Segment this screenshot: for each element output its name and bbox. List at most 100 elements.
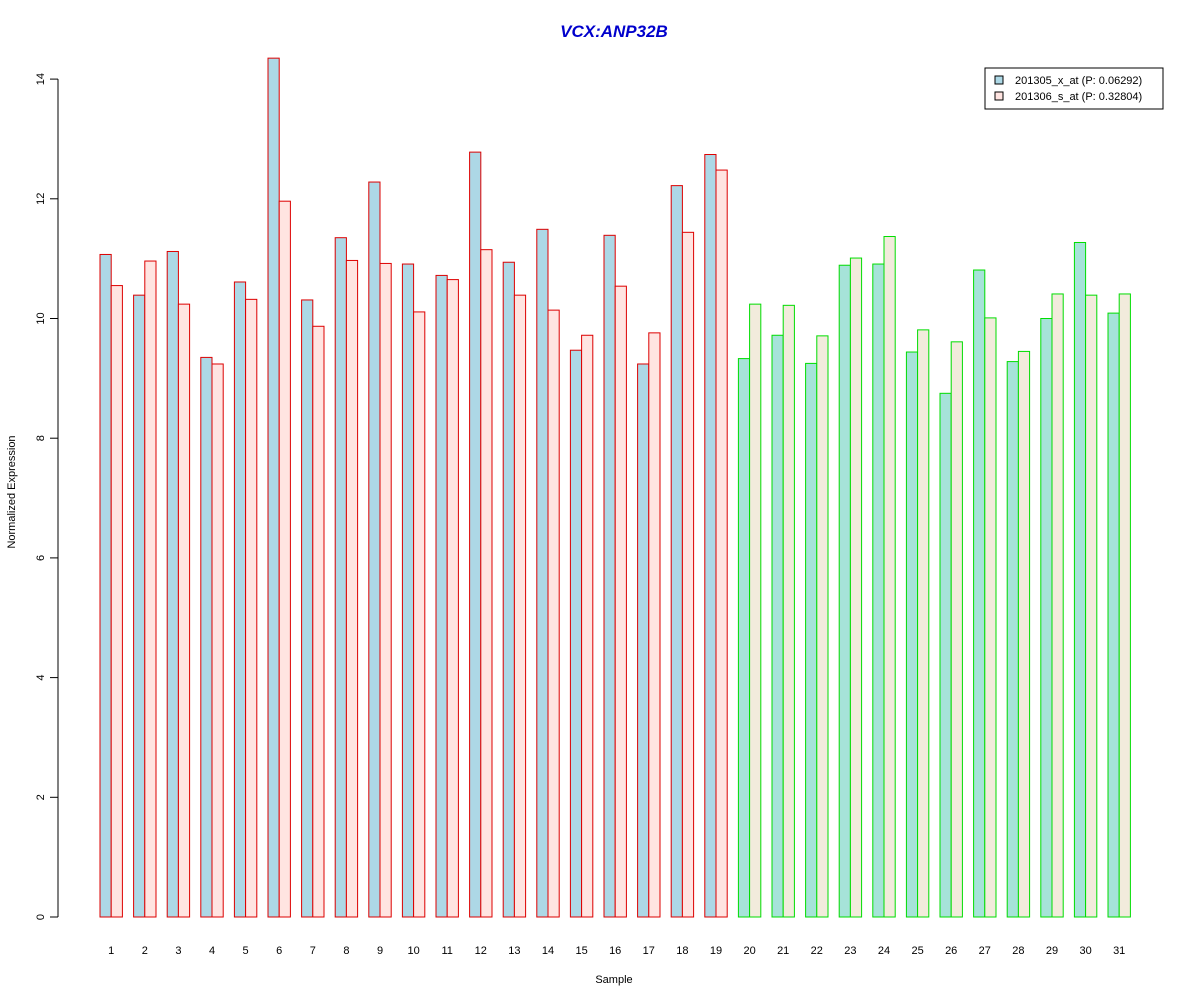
bar-sample-4-series-1 xyxy=(200,356,213,918)
bar-sample-22-series-2 xyxy=(816,335,829,918)
bar-sample-24-series-2 xyxy=(883,236,896,918)
bar-sample-18-series-1 xyxy=(670,185,683,918)
bar-sample-30-series-2 xyxy=(1085,294,1098,918)
bar-sample-27-series-1 xyxy=(973,269,986,918)
bar-sample-10-series-1 xyxy=(401,263,415,918)
legend-label-series-1: 201305_x_at (P: 0.06292) xyxy=(1015,75,1142,87)
bar-sample-4-series-2 xyxy=(211,363,224,918)
x-tick-label: 16 xyxy=(609,945,621,957)
bar-sample-6-series-2 xyxy=(278,200,291,918)
bar-sample-18-series-2 xyxy=(681,231,695,918)
bar-sample-22-series-1 xyxy=(805,362,818,918)
y-axis-label: Normalized Expression xyxy=(6,435,18,548)
x-tick-label: 4 xyxy=(209,945,215,957)
x-axis-label: Sample xyxy=(595,974,632,986)
x-tick-label: 18 xyxy=(676,945,688,957)
legend-swatch-series-2 xyxy=(994,91,1004,101)
bar-sample-19-series-1 xyxy=(704,154,717,918)
legend: 201305_x_at (P: 0.06292) 201306_s_at (P:… xyxy=(984,67,1164,110)
x-tick-label: 15 xyxy=(575,945,587,957)
bar-sample-21-series-1 xyxy=(771,334,784,918)
bar-sample-23-series-2 xyxy=(849,257,863,918)
bar-sample-7-series-1 xyxy=(301,299,314,918)
x-tick-label: 30 xyxy=(1079,945,1091,957)
x-tick-label: 26 xyxy=(945,945,957,957)
bar-sample-29-series-2 xyxy=(1051,293,1064,918)
bar-sample-31-series-2 xyxy=(1118,293,1131,918)
x-tick-label: 25 xyxy=(911,945,923,957)
bar-sample-9-series-2 xyxy=(379,262,392,918)
x-tick-label: 20 xyxy=(743,945,755,957)
bar-sample-15-series-1 xyxy=(569,349,583,918)
bar-sample-28-series-2 xyxy=(1017,350,1031,918)
bar-sample-26-series-1 xyxy=(939,392,952,918)
bar-sample-8-series-1 xyxy=(334,237,347,918)
bar-sample-29-series-1 xyxy=(1040,318,1053,918)
x-tick-label: 3 xyxy=(175,945,181,957)
bar-sample-2-series-1 xyxy=(133,294,146,918)
y-tick-label: 10 xyxy=(35,312,47,324)
y-tick-label: 14 xyxy=(35,73,47,85)
bar-sample-25-series-1 xyxy=(905,351,919,918)
bar-sample-9-series-1 xyxy=(368,181,381,918)
y-tick-label: 6 xyxy=(35,555,47,561)
bar-sample-26-series-2 xyxy=(950,341,963,918)
x-tick-label: 9 xyxy=(377,945,383,957)
bar-sample-27-series-2 xyxy=(984,317,997,918)
bar-series-group xyxy=(99,57,1131,918)
bar-sample-14-series-2 xyxy=(547,309,560,918)
bar-sample-2-series-2 xyxy=(144,260,157,918)
y-tick-label: 2 xyxy=(35,794,47,800)
bar-sample-23-series-1 xyxy=(838,264,851,918)
x-tick-label: 8 xyxy=(343,945,349,957)
bar-sample-14-series-1 xyxy=(536,228,549,918)
y-tick-label: 8 xyxy=(35,435,47,441)
legend-label-series-2: 201306_s_at (P: 0.32804) xyxy=(1015,91,1142,103)
x-tick-label: 28 xyxy=(1012,945,1024,957)
bar-sample-6-series-1 xyxy=(267,57,280,918)
bar-sample-25-series-2 xyxy=(917,329,930,918)
bar-sample-30-series-1 xyxy=(1073,241,1087,918)
bar-sample-15-series-2 xyxy=(581,334,594,918)
x-tick-label: 24 xyxy=(878,945,890,957)
bar-sample-19-series-2 xyxy=(715,169,728,918)
bar-sample-20-series-1 xyxy=(737,358,751,918)
bar-sample-3-series-1 xyxy=(166,250,179,918)
bar-sample-1-series-1 xyxy=(99,253,112,918)
bar-sample-20-series-2 xyxy=(749,303,762,918)
x-tick-label: 10 xyxy=(407,945,419,957)
bar-sample-12-series-1 xyxy=(469,151,482,918)
bar-sample-24-series-1 xyxy=(872,263,885,918)
bar-sample-5-series-1 xyxy=(233,281,247,918)
bar-sample-31-series-1 xyxy=(1107,312,1120,918)
bar-sample-17-series-1 xyxy=(637,363,650,918)
x-tick-label: 1 xyxy=(108,945,114,957)
y-axis: 0 2 4 6 8 10 12 14 xyxy=(35,73,59,920)
x-tick-label: 12 xyxy=(475,945,487,957)
legend-box xyxy=(984,67,1164,110)
bar-sample-17-series-2 xyxy=(648,332,661,918)
legend-swatch-series-1 xyxy=(994,75,1004,85)
x-tick-label: 17 xyxy=(643,945,655,957)
x-tick-label: 19 xyxy=(710,945,722,957)
bar-sample-5-series-2 xyxy=(245,298,258,918)
x-tick-labels: 1 2 3 4 5 6 7 8 9 10 11 12 13 14 15 16 17 18 19 20 21 22 23 24 2… xyxy=(108,945,1125,957)
x-tick-label: 2 xyxy=(142,945,148,957)
bar-sample-16-series-2 xyxy=(614,285,627,918)
bar-sample-11-series-1 xyxy=(435,274,448,918)
bar-sample-11-series-2 xyxy=(446,279,459,918)
bar-sample-10-series-2 xyxy=(413,311,426,918)
bar-sample-16-series-1 xyxy=(603,234,616,918)
x-tick-label: 13 xyxy=(508,945,520,957)
x-tick-label: 31 xyxy=(1113,945,1125,957)
x-tick-label: 22 xyxy=(811,945,823,957)
y-tick-label: 12 xyxy=(35,193,47,205)
x-tick-label: 5 xyxy=(243,945,249,957)
x-tick-label: 11 xyxy=(441,945,452,957)
x-tick-label: 27 xyxy=(979,945,991,957)
x-tick-label: 23 xyxy=(844,945,856,957)
bar-sample-3-series-2 xyxy=(177,303,191,918)
bar-sample-13-series-1 xyxy=(502,261,515,918)
x-tick-label: 14 xyxy=(542,945,554,957)
bar-sample-21-series-2 xyxy=(782,304,795,918)
